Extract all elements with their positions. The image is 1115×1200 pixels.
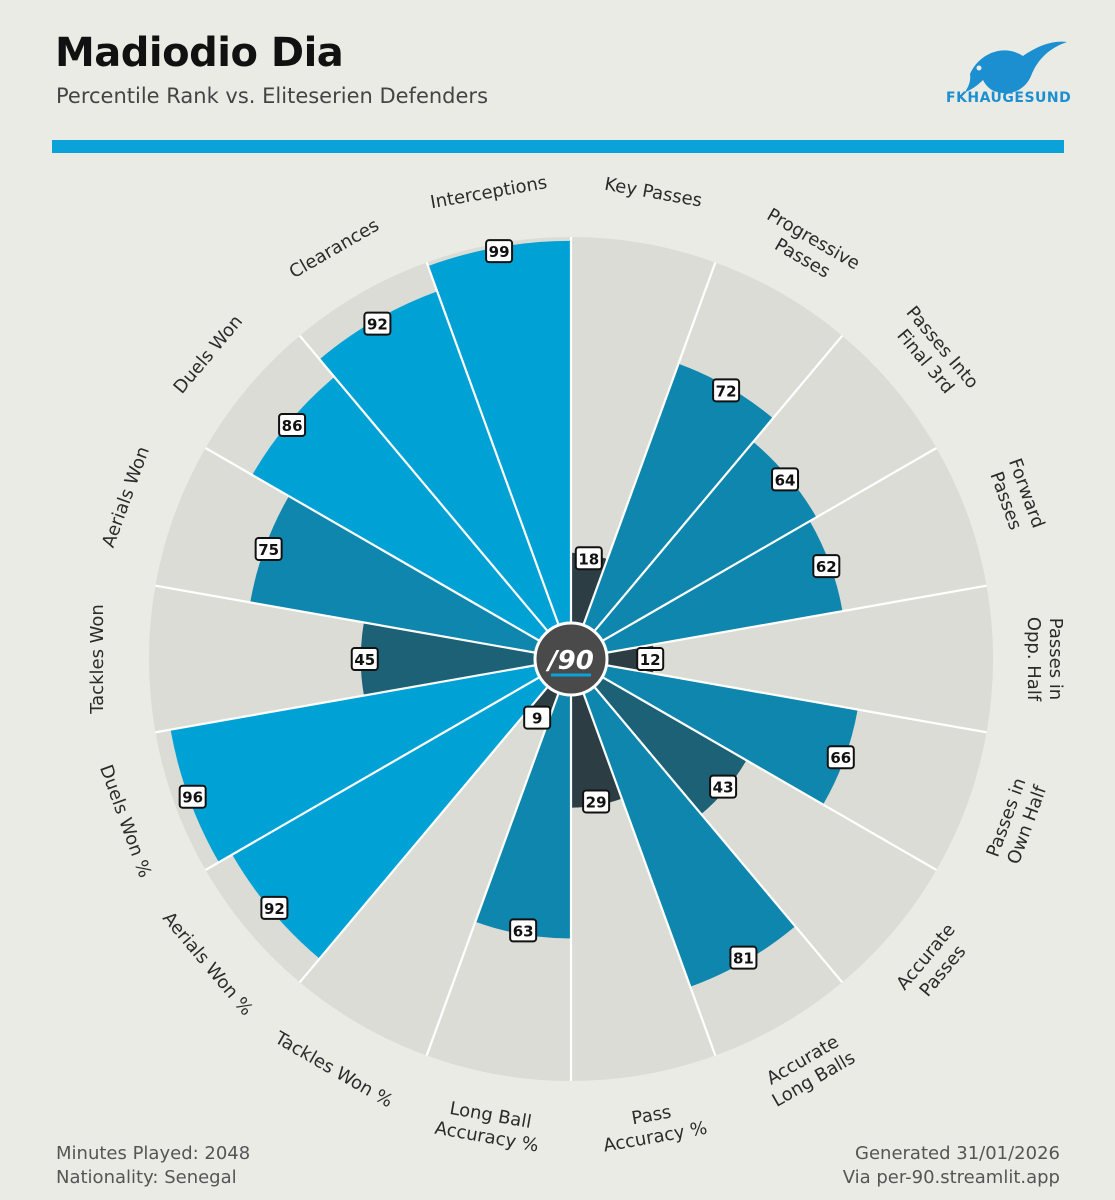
category-label-key-passes: Key Passes: [603, 174, 704, 212]
bar-progressive-passes: [571, 363, 773, 659]
svg-text:12: 12: [640, 651, 661, 669]
svg-text:43: 43: [713, 779, 734, 797]
bar-passes-in-own-half: [571, 659, 858, 805]
bar-passes-in-opp-half: [571, 644, 655, 674]
svg-text:92: 92: [264, 900, 285, 918]
bar-tackles-won: [360, 622, 571, 696]
svg-text:86: 86: [282, 417, 303, 435]
value-label-duels-won: 96: [178, 784, 207, 809]
page-subtitle: Percentile Rank vs. Eliteserien Defender…: [56, 84, 489, 108]
footer-left: Minutes Played: 2048 Nationality: Senega…: [56, 1142, 250, 1190]
category-label-clearances: Clearances: [286, 215, 383, 283]
value-label-interceptions: 99: [485, 239, 514, 264]
svg-text:64: 64: [775, 471, 796, 489]
spoke-line: [570, 657, 987, 734]
category-label-interceptions: Interceptions: [429, 172, 549, 213]
category-label-aerials-won: Aerials Won %: [158, 908, 257, 1020]
value-label-passes-in-own-half: 66: [826, 745, 855, 770]
svg-text:99: 99: [489, 243, 510, 261]
category-label-forward-passes: ForwardPasses: [983, 456, 1048, 539]
value-label-progressive-passes: 72: [712, 378, 741, 403]
club-logo-text: FKHAUGESUND: [946, 90, 1072, 106]
value-label-duels-won: 86: [278, 412, 307, 437]
svg-text:96: 96: [182, 789, 203, 807]
category-label-accurate-long-balls: AccurateLong Balls: [758, 1028, 859, 1111]
value-label-passes-in-opp-half: 12: [636, 647, 665, 671]
value-label-forward-passes: 62: [812, 554, 841, 579]
bar-passes-into-final-3rd: [571, 441, 817, 659]
category-label-duels-won: Duels Won %: [95, 762, 155, 880]
bar-accurate-passes: [571, 659, 747, 815]
page-title: Madiodio Dia: [55, 30, 344, 76]
footer-right: Generated 31/01/2026 Via per-90.streamli…: [843, 1142, 1060, 1190]
category-label-progressive-passes: ProgressivePasses: [752, 204, 863, 293]
spoke-line: [298, 335, 572, 660]
spoke-line: [570, 658, 844, 983]
value-label-accurate-passes: 43: [709, 774, 738, 799]
slice-bg-tackles-won: [299, 659, 571, 1056]
source-credit: Via per-90.streamlit.app: [842, 1167, 1060, 1188]
seagull-icon: [965, 41, 1067, 94]
value-label-long-ball-accuracy: 63: [509, 918, 538, 943]
minutes-played: Minutes Played: 2048: [56, 1143, 251, 1164]
bar-clearances: [319, 291, 571, 659]
slice-bg-key-passes: [571, 237, 716, 659]
svg-text:18: 18: [578, 550, 599, 568]
value-label-accurate-long-balls: 81: [729, 945, 758, 970]
spoke-line: [155, 584, 572, 661]
svg-text:81: 81: [733, 950, 754, 968]
value-label-tackles-won: 9: [523, 705, 552, 730]
spoke-line: [155, 657, 572, 734]
svg-text:62: 62: [816, 558, 837, 576]
slice-bg-passes-in-opp-half: [571, 585, 994, 733]
svg-text:75: 75: [258, 541, 279, 559]
category-label-long-ball-accuracy: Long BallAccuracy %: [433, 1096, 544, 1157]
spoke-line: [570, 335, 844, 660]
value-label-aerials-won: 75: [254, 536, 283, 561]
value-label-passes-into-final-3rd: 64: [771, 467, 800, 492]
svg-text:92: 92: [367, 316, 388, 334]
category-label-passes-in-opp-half: Passes inOpp. Half: [1023, 617, 1066, 702]
svg-text:63: 63: [513, 922, 534, 940]
value-label-aerials-won: 92: [260, 895, 289, 920]
accent-divider: [52, 140, 1064, 153]
category-label-tackles-won: Tackles Won: [87, 604, 108, 715]
center-badge: [533, 621, 609, 697]
category-label-duels-won: Duels Won: [170, 311, 248, 398]
center-badge-label: /90: [545, 646, 594, 676]
spoke-line: [569, 262, 717, 660]
bar-interceptions: [427, 240, 571, 659]
bar-aerials-won: [232, 659, 571, 959]
category-label-accurate-passes: AccuratePasses: [892, 920, 976, 1009]
category-label-passes-in-own-half: Passes inOwn Half: [983, 775, 1052, 868]
spoke-line: [569, 658, 717, 1056]
category-label-aerials-won: Aerials Won: [98, 444, 154, 551]
category-label-tackles-won: Tackles Won %: [270, 1027, 396, 1112]
svg-text:72: 72: [716, 382, 737, 400]
category-label-pass-accuracy: PassAccuracy %: [598, 1096, 709, 1157]
value-label-pass-accuracy: 29: [582, 789, 611, 814]
value-label-clearances: 92: [363, 311, 392, 336]
generated-date: Generated 31/01/2026: [855, 1143, 1060, 1164]
svg-text:9: 9: [532, 710, 542, 728]
bar-duels-won: [252, 377, 571, 659]
spoke-line: [570, 584, 987, 661]
category-label-passes-into-final-3rd: Passes IntoFinal 3rd: [885, 302, 983, 407]
bar-duels-won: [170, 659, 572, 863]
spoke-line: [204, 447, 572, 660]
spoke-line: [570, 447, 938, 660]
bar-forward-passes: [571, 521, 843, 659]
svg-text:66: 66: [830, 749, 851, 767]
value-label-tackles-won: 45: [350, 647, 379, 671]
svg-text:29: 29: [586, 793, 607, 811]
spoke-line: [425, 262, 573, 660]
bar-accurate-long-balls: [571, 659, 796, 987]
value-label-key-passes: 18: [574, 546, 603, 571]
bar-aerials-won: [250, 496, 572, 659]
nationality: Nationality: Senegal: [56, 1167, 237, 1188]
spoke-line: [570, 658, 938, 871]
spoke-line: [204, 658, 572, 871]
svg-text:45: 45: [354, 651, 375, 669]
